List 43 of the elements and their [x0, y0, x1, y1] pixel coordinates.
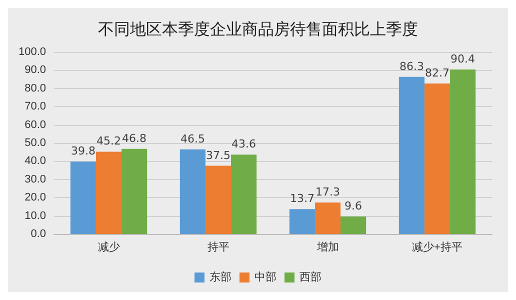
y-tick-label: 50.0: [24, 137, 46, 149]
x-tick-label: 减少+持平: [412, 240, 462, 254]
data-label: 9.6: [344, 200, 362, 213]
data-label: 86.3: [399, 60, 424, 73]
legend-label: 西部: [300, 270, 322, 284]
data-label: 45.2: [96, 134, 121, 148]
y-tick-label: 10.0: [24, 210, 46, 222]
bar: [96, 152, 122, 234]
data-label: 43.6: [232, 138, 256, 151]
bar: [122, 148, 148, 234]
legend-label: 中部: [254, 270, 276, 284]
bar: [205, 166, 232, 234]
bar: [398, 76, 424, 234]
bar: [180, 149, 206, 234]
data-label: 37.5: [206, 148, 230, 162]
data-label: 90.4: [450, 52, 476, 66]
x-tick-label: 持平: [207, 242, 230, 254]
y-tick-label: 30.0: [24, 173, 46, 186]
bar: [70, 162, 96, 234]
data-label: 82.7: [425, 66, 450, 80]
chart-title: 不同地区本季度企业商品房待售面积比上季度: [98, 20, 418, 38]
data-label: 13.7: [290, 192, 314, 206]
y-tick-label: 70.0: [24, 100, 46, 113]
x-tick-label: 增加: [316, 240, 339, 254]
data-label: 46.8: [122, 132, 147, 145]
y-tick-label: 90.0: [24, 64, 46, 76]
bar: [289, 209, 315, 234]
data-label: 46.5: [180, 132, 205, 146]
y-tick-label: 100.0: [18, 46, 46, 58]
y-tick-label: 80.0: [24, 82, 46, 94]
y-tick-label: 60.0: [24, 118, 46, 131]
bar: [450, 69, 476, 234]
y-tick-label: 0.0: [30, 228, 46, 240]
data-label: 39.8: [70, 144, 96, 158]
y-tick-label: 20.0: [24, 192, 46, 204]
bar: [231, 154, 257, 234]
legend-label: 东部: [210, 270, 232, 284]
bar: [314, 202, 341, 234]
bar: [340, 216, 366, 234]
y-tick-label: 40.0: [24, 155, 46, 168]
data-label: 17.3: [316, 186, 340, 199]
x-tick-label: 减少: [98, 240, 120, 254]
bar: [424, 83, 450, 234]
